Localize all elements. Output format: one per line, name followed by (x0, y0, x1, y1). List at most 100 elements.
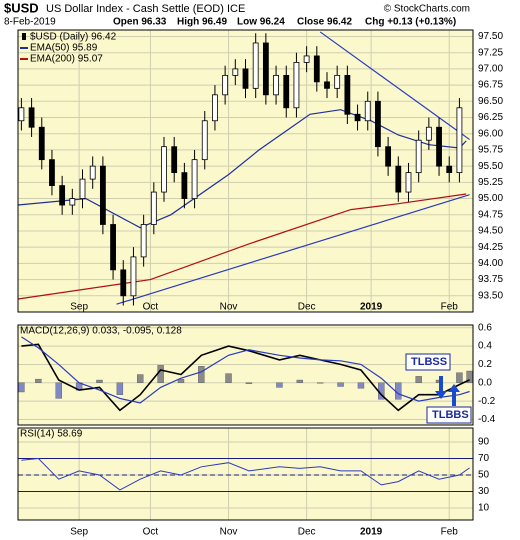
candle-body (110, 224, 116, 271)
histogram-bar (96, 379, 103, 383)
x-tick-label: Sep (70, 527, 88, 538)
candle-body (140, 224, 147, 258)
candle-body (242, 68, 249, 89)
annotation-box (405, 353, 451, 371)
y-tick-label: 0.2 (478, 359, 492, 370)
y-tick-label: 97.50 (478, 31, 503, 42)
histogram-bar (296, 379, 304, 383)
histogram-bar (317, 382, 324, 384)
candle-body (222, 74, 229, 96)
candle-body (324, 81, 330, 89)
source: © StockCharts.com (384, 4, 470, 15)
histogram-bar (18, 382, 25, 393)
symbol: $USD (4, 0, 39, 15)
candle-body (28, 107, 35, 128)
candle-body (161, 146, 167, 193)
candle-body (262, 42, 269, 96)
candle-body (89, 165, 96, 180)
candle-body (446, 165, 453, 174)
y-tick-label: 94.75 (478, 209, 503, 220)
x-tick-label: Oct (143, 527, 159, 538)
annotation: TLBBS (432, 409, 469, 421)
histogram-bar (225, 373, 232, 383)
histogram-bar (35, 378, 42, 383)
x-tick-label: 2019 (360, 302, 383, 313)
instrument-name: US Dollar Index - Cash Settle (EOD) ICE (46, 3, 245, 15)
panel (18, 325, 473, 425)
y-tick-label: 95.00 (478, 193, 503, 204)
histogram-bar (337, 382, 344, 387)
candle-body (375, 100, 381, 148)
y-tick-label: 0.4 (478, 341, 492, 352)
rsi-line (21, 457, 470, 491)
histogram-bar (357, 382, 365, 389)
y-tick-label: 70 (478, 453, 490, 464)
y-tick-label: 90 (478, 437, 490, 448)
candle-body (354, 113, 361, 122)
annotation-box (426, 406, 472, 424)
y-tick-label: 95.50 (478, 161, 503, 172)
candle-body (232, 68, 239, 76)
panel-border (17, 324, 474, 426)
annotation-arrowhead (435, 391, 447, 399)
histogram-bar (157, 365, 164, 383)
candle-body (99, 165, 106, 225)
y-tick-label: 50 (478, 470, 490, 481)
macd-line (21, 336, 470, 404)
legend-label: EMA(200) 95.07 (30, 54, 103, 65)
candle-body (313, 55, 320, 83)
legend-label: $USD (Daily) 96.42 (30, 32, 117, 43)
y-tick-label: -0.4 (478, 414, 496, 425)
candle-body (283, 74, 290, 109)
legend-icon (22, 33, 26, 40)
x-tick-label: Oct (143, 302, 159, 313)
histogram-bar (198, 366, 205, 383)
x-tick-label: Sep (70, 302, 88, 313)
ema-line (17, 193, 467, 300)
candle-body (171, 146, 178, 174)
candle-body (334, 74, 341, 89)
candle-body (49, 159, 55, 186)
candle-body (69, 198, 76, 206)
x-tick-label: Nov (220, 527, 238, 538)
histogram-bar (137, 374, 144, 383)
histogram-bar (177, 378, 185, 383)
candle-body (252, 42, 259, 89)
panel-legend: MACD(12,26,9) 0.033, -0.095, 0.128 (20, 326, 182, 337)
candle-body (59, 185, 66, 206)
x-tick-label: Feb (441, 527, 459, 538)
panel-legend: RSI(14) 58.69 (20, 429, 83, 440)
y-tick-label: 96.00 (478, 128, 503, 139)
candle-body (120, 269, 127, 297)
x-tick-label: Dec (298, 527, 316, 538)
candle-body (395, 165, 402, 193)
candle-body (344, 74, 351, 115)
y-tick-label: 97.25 (478, 47, 503, 58)
y-tick-label: 97.00 (478, 64, 503, 75)
y-tick-label: 96.75 (478, 80, 503, 91)
x-tick-label: Dec (298, 302, 316, 313)
candle-body (212, 94, 218, 122)
candle-body (273, 74, 279, 96)
trend-line (319, 31, 470, 141)
y-tick-label: 94.00 (478, 258, 503, 269)
y-tick-label: 93.50 (478, 290, 503, 301)
y-tick-label: 0.6 (478, 322, 492, 333)
histogram-bar (395, 382, 402, 400)
annotation: TLBSS (411, 356, 447, 368)
x-tick-label: 2019 (360, 527, 383, 538)
histogram-bar (415, 376, 422, 383)
y-tick-label: 30 (478, 486, 490, 497)
y-tick-label: 96.50 (478, 96, 503, 107)
candle-body (201, 120, 208, 161)
candle-body (79, 178, 86, 199)
candle-body (385, 146, 392, 167)
candle-body (181, 172, 188, 199)
y-tick-label: 95.25 (478, 177, 503, 188)
candle-body (130, 256, 137, 297)
histogram-bar (245, 382, 253, 384)
trend-line (116, 194, 470, 305)
y-tick-label: 0.0 (478, 377, 492, 388)
y-tick-label: -0.2 (478, 396, 496, 407)
y-tick-label: 95.75 (478, 145, 503, 156)
